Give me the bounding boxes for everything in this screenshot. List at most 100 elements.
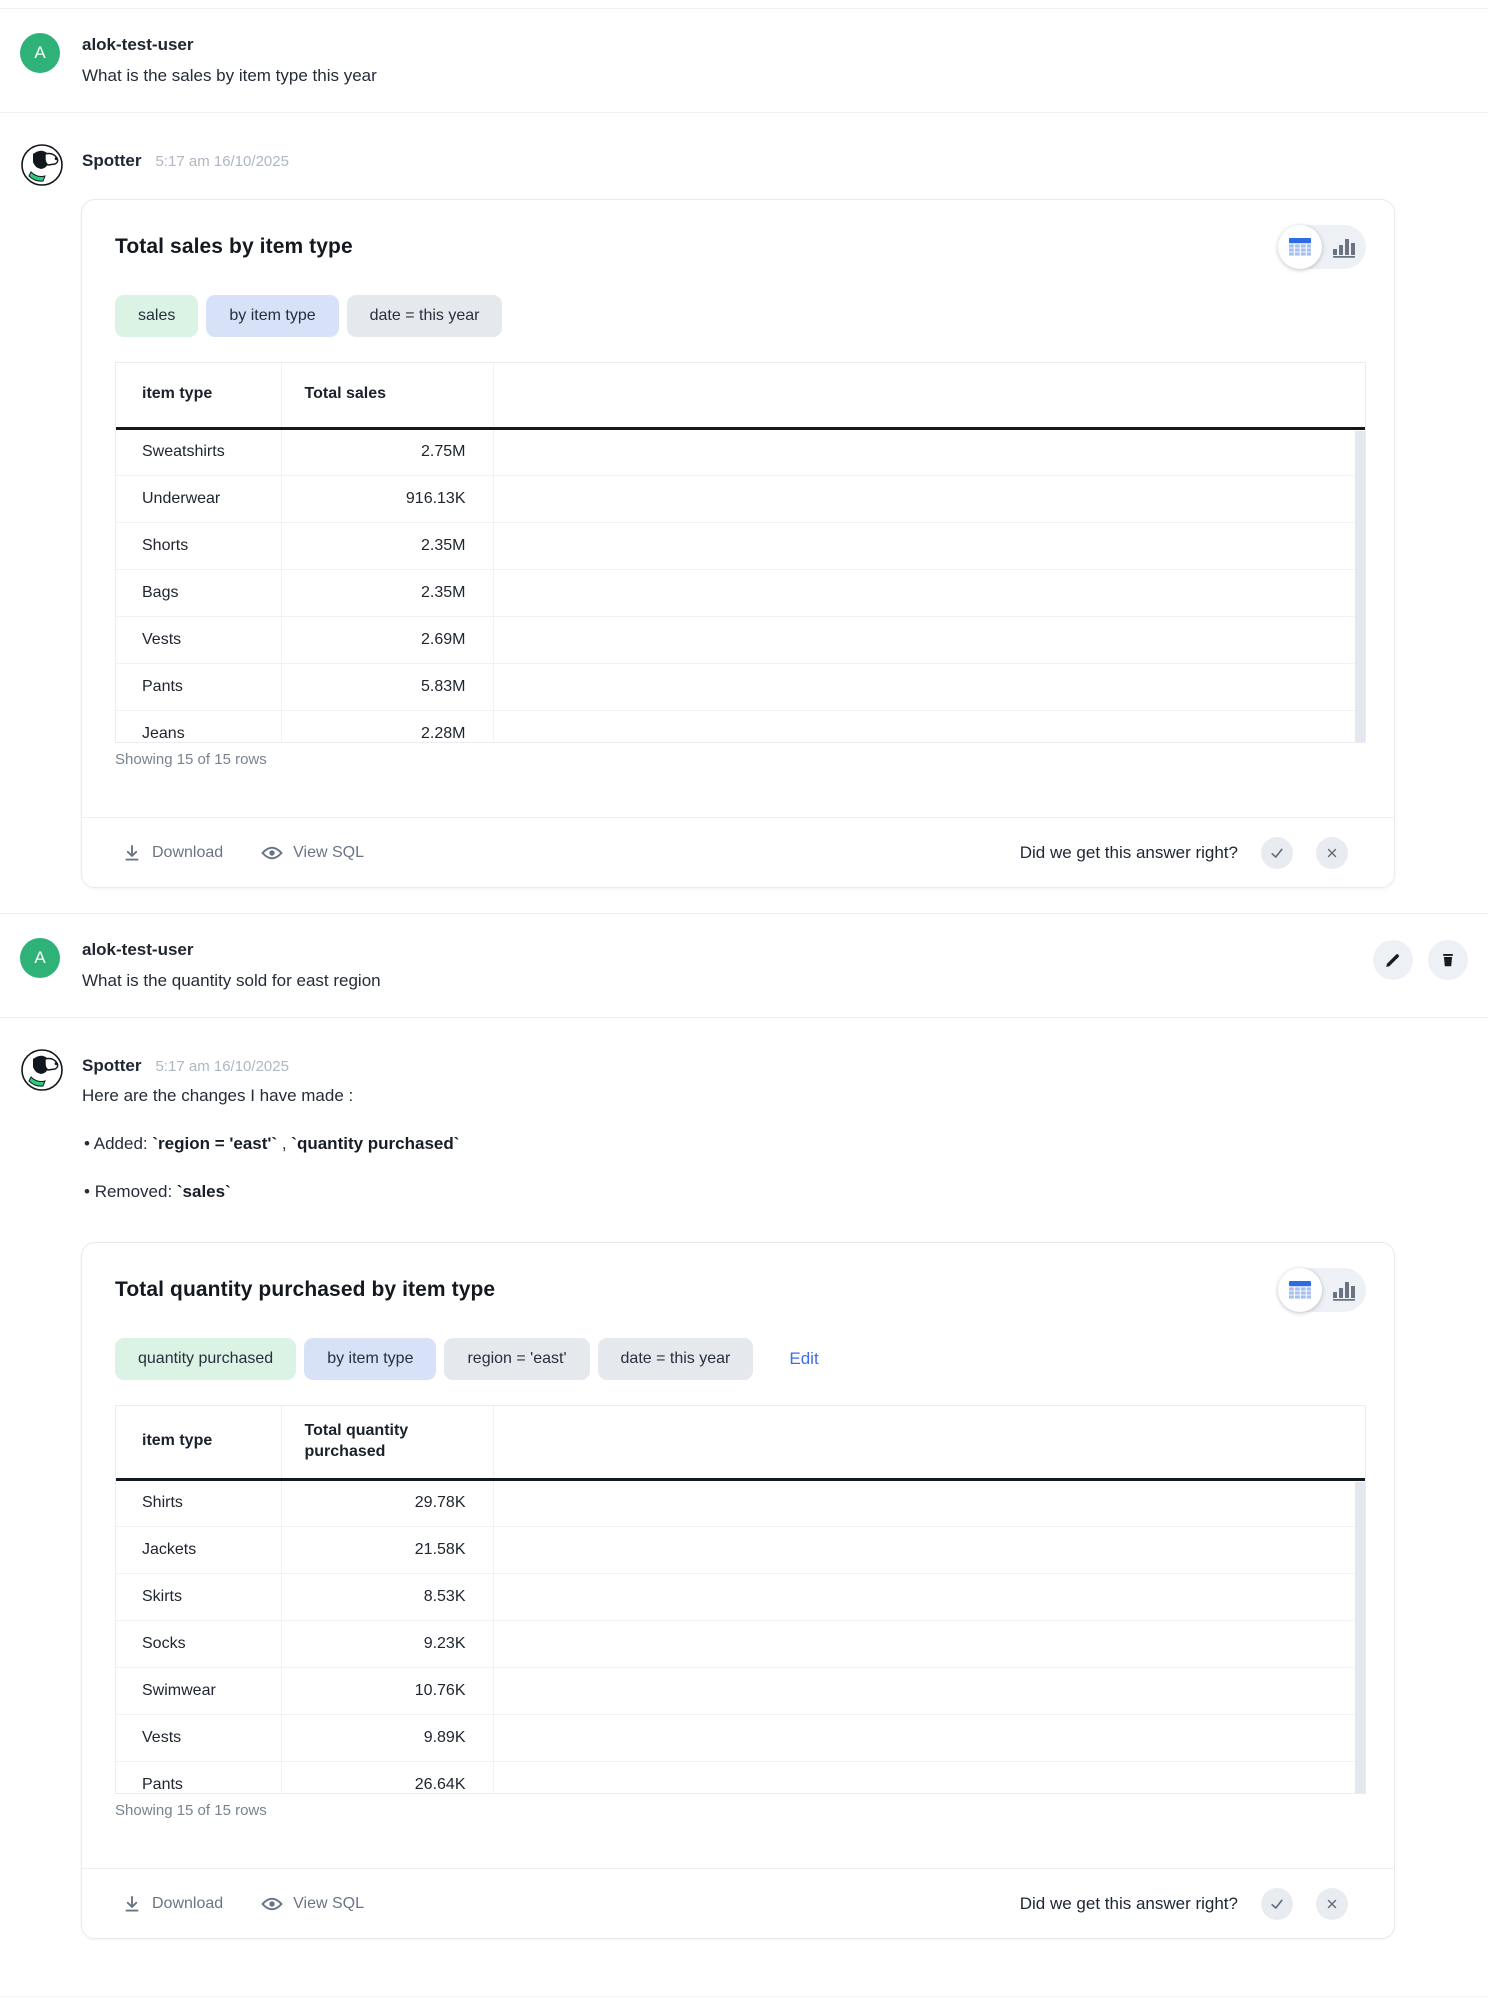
table-row: Vests 2.69M	[116, 616, 1365, 664]
user-name: alok-test-user	[82, 35, 194, 54]
table-row: Sweatshirts 2.75M	[116, 428, 1365, 476]
feedback-question: Did we get this answer right?	[1019, 1893, 1238, 1913]
delete-message-button[interactable]	[1428, 940, 1468, 980]
cell-value: 10.76K	[281, 1667, 494, 1715]
view-sql-button[interactable]: View SQL	[261, 1895, 364, 1913]
download-icon	[125, 844, 139, 861]
change-added-line: • Added: `region = 'east'` , `quantity p…	[84, 1134, 460, 1153]
user-message-text: What is the quantity sold for east regio…	[82, 971, 381, 990]
close-icon	[1327, 1899, 1337, 1908]
chip-grouping: by item type	[206, 295, 339, 337]
table-row: Pants 26.64K	[116, 1761, 1365, 1793]
cell-item-type: Pants	[116, 663, 282, 711]
chat-thread: A alok-test-user What is the sales by it…	[0, 8, 1488, 1997]
table-scrollbar[interactable]	[1355, 431, 1365, 742]
column-header: item type	[116, 363, 282, 430]
edit-chips-link[interactable]: Edit	[789, 1349, 819, 1368]
cell-empty	[493, 1573, 1365, 1621]
cell-value: 8.53K	[281, 1573, 494, 1621]
bullet-glyph: •	[84, 1182, 90, 1201]
table-icon	[1289, 1280, 1311, 1299]
cell-empty	[493, 663, 1365, 711]
chart-view-button[interactable]	[1322, 225, 1366, 269]
spotter-logo-icon	[21, 144, 63, 186]
user-name: alok-test-user	[82, 940, 194, 959]
edit-message-button[interactable]	[1373, 940, 1413, 980]
divider	[0, 1017, 1488, 1018]
card-title: Total quantity purchased by item type	[115, 1278, 496, 1301]
view-toggle[interactable]	[1278, 225, 1366, 269]
download-button[interactable]: Download	[122, 1894, 223, 1914]
cell-item-type: Shorts	[116, 522, 282, 570]
table-icon	[1289, 237, 1311, 256]
cell-empty	[493, 522, 1365, 570]
chip-filter-date: date = this year	[346, 295, 503, 337]
table-row: Swimwear 10.76K	[116, 1667, 1365, 1715]
chip-measure: quantity purchased	[115, 1338, 297, 1380]
spotter-logo-icon	[21, 1049, 63, 1091]
column-header-empty	[493, 1406, 1365, 1481]
query-chips: quantity purchased by item type region =…	[115, 1338, 1366, 1380]
bar-chart-icon	[1333, 1282, 1355, 1301]
results-table: item type Total quantity purchased Shirt…	[115, 1405, 1366, 1794]
table-row: Pants 5.83M	[116, 663, 1365, 711]
user-message: A alok-test-user What is the sales by it…	[0, 9, 1488, 112]
cell-empty	[493, 1714, 1365, 1762]
cell-empty	[493, 616, 1365, 664]
answer-card: Total quantity purchased by item type	[81, 1242, 1395, 1939]
cell-empty	[493, 1479, 1365, 1527]
cell-item-type: Jackets	[116, 1526, 282, 1574]
added-token: `region = 'east'`	[152, 1134, 278, 1153]
bullet-glyph: •	[84, 1134, 90, 1153]
user-avatar: A	[20, 938, 60, 978]
pencil-icon	[1386, 954, 1399, 967]
column-header: item type	[116, 1406, 282, 1481]
cell-item-type: Pants	[116, 1761, 282, 1793]
added-token: `quantity purchased`	[291, 1134, 460, 1153]
message-timestamp: 5:17 am 16/10/2025	[155, 153, 289, 170]
message-timestamp: 5:17 am 16/10/2025	[155, 1058, 289, 1075]
cell-item-type: Socks	[116, 1620, 282, 1668]
table-row: Jackets 21.58K	[116, 1526, 1365, 1574]
assistant-name: Spotter	[82, 151, 142, 170]
cell-empty	[493, 475, 1365, 523]
download-button[interactable]: Download	[122, 843, 223, 863]
table-view-button[interactable]	[1278, 1268, 1322, 1312]
cell-value: 2.35M	[281, 569, 494, 617]
cell-item-type: Vests	[116, 1714, 282, 1762]
results-table: item type Total sales Sweatshirts 2.75M U…	[115, 362, 1366, 743]
user-message-text: What is the sales by item type this year	[82, 66, 377, 85]
cell-empty	[493, 710, 1365, 742]
download-icon	[125, 1895, 139, 1912]
feedback-no-button[interactable]	[1316, 1887, 1348, 1920]
view-sql-button[interactable]: View SQL	[261, 844, 364, 862]
assistant-message: Spotter 5:17 am 16/10/2025 Total sales b…	[0, 113, 1488, 913]
table-row: Shorts 2.35M	[116, 522, 1365, 570]
feedback-yes-button[interactable]	[1261, 836, 1293, 869]
table-row: Socks 9.23K	[116, 1620, 1365, 1668]
cell-value: 9.89K	[281, 1714, 494, 1762]
view-toggle[interactable]	[1278, 1268, 1366, 1312]
cell-item-type: Sweatshirts	[116, 428, 282, 476]
cell-value: 2.35M	[281, 522, 494, 570]
feedback-yes-button[interactable]	[1261, 1887, 1293, 1920]
cell-empty	[493, 1620, 1365, 1668]
cell-item-type: Underwear	[116, 475, 282, 523]
table-row: Vests 9.89K	[116, 1714, 1365, 1762]
chart-view-button[interactable]	[1322, 1268, 1366, 1312]
cell-value: 916.13K	[281, 475, 494, 523]
table-scrollbar[interactable]	[1355, 1482, 1365, 1793]
cell-value: 5.83M	[281, 663, 494, 711]
check-icon	[1271, 1899, 1283, 1909]
column-header: Total sales	[281, 363, 494, 430]
divider	[0, 913, 1488, 914]
table-view-button[interactable]	[1278, 225, 1322, 269]
column-header-empty	[493, 363, 1365, 430]
row-count-status: Showing 15 of 15 rows	[115, 751, 267, 768]
chip-grouping: by item type	[304, 1338, 437, 1380]
feedback-no-button[interactable]	[1316, 836, 1348, 869]
cell-value: 2.69M	[281, 616, 494, 664]
query-chips: sales by item type date = this year	[115, 295, 1366, 337]
cell-value: 29.78K	[281, 1479, 494, 1527]
table-row: Jeans 2.28M	[116, 710, 1365, 742]
